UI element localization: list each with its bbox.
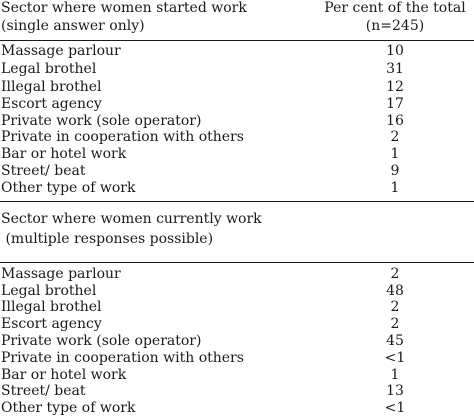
row-value: <1: [384, 400, 406, 416]
row-value: 31: [386, 61, 404, 77]
row-value: 2: [390, 299, 400, 315]
row-value: 9: [390, 163, 400, 179]
row-label: Private work (sole operator): [1, 113, 202, 129]
table-row: Other type of work 1: [0, 179, 474, 197]
table-row: Private in cooperation with others <1: [0, 349, 474, 367]
table-row: Escort agency 2: [0, 315, 474, 333]
current-header-line2: (multiple responses possible): [1, 231, 214, 247]
row-value: 17: [386, 96, 404, 112]
row-label: Street/ beat: [1, 163, 86, 179]
row-value: 48: [386, 283, 404, 299]
row-label: Massage parlour: [1, 43, 121, 59]
row-value: 13: [386, 383, 404, 399]
table-row: Private work (sole operator) 16: [0, 112, 474, 130]
table-row: Street/ beat 9: [0, 162, 474, 180]
table-row: Legal brothel 48: [0, 282, 474, 300]
table-row: Massage parlour 2: [0, 265, 474, 283]
table-row: Illegal brothel 12: [0, 78, 474, 96]
row-value: 2: [390, 316, 400, 332]
table-row: Legal brothel 31: [0, 60, 474, 78]
row-value: 1: [390, 367, 400, 383]
table-row: Bar or hotel work 1: [0, 145, 474, 163]
row-label: Private in cooperation with others: [1, 350, 244, 366]
row-value: <1: [384, 350, 406, 366]
table-row: Private in cooperation with others 2: [0, 128, 474, 146]
row-label: Private work (sole operator): [1, 333, 202, 349]
current-header-rule: [0, 262, 474, 263]
percent-header-line1: Per cent of the total: [324, 0, 466, 16]
table-row: Other type of work <1: [0, 399, 474, 417]
row-label: Private in cooperation with others: [1, 129, 244, 145]
row-label: Other type of work: [1, 180, 136, 196]
row-value: 1: [390, 146, 400, 162]
section-rule: [0, 201, 474, 202]
sector-header-line1: Sector where women started work: [1, 0, 247, 16]
row-label: Other type of work: [1, 400, 136, 416]
row-label: Bar or hotel work: [1, 146, 127, 162]
row-value: 12: [386, 79, 404, 95]
row-label: Escort agency: [1, 96, 102, 112]
table-row: Illegal brothel 2: [0, 298, 474, 316]
row-label: Massage parlour: [1, 266, 121, 282]
row-value: 2: [390, 266, 400, 282]
percent-header-line2: (n=245): [365, 18, 425, 34]
table-row: Bar or hotel work 1: [0, 366, 474, 384]
current-header-line1: Sector where women currently work: [1, 211, 262, 227]
row-label: Illegal brothel: [1, 79, 102, 95]
row-value: 10: [386, 43, 404, 59]
row-label: Escort agency: [1, 316, 102, 332]
row-label: Street/ beat: [1, 383, 86, 399]
table-row: Street/ beat 13: [0, 382, 474, 400]
row-value: 16: [386, 113, 404, 129]
sector-header-line2: (single answer only): [1, 18, 145, 34]
row-value: 45: [386, 333, 404, 349]
row-value: 1: [390, 180, 400, 196]
row-label: Bar or hotel work: [1, 367, 127, 383]
row-value: 2: [390, 129, 400, 145]
table-row: Escort agency 17: [0, 95, 474, 113]
table-row: Private work (sole operator) 45: [0, 332, 474, 350]
table-row: Massage parlour 10: [0, 42, 474, 60]
row-label: Legal brothel: [1, 61, 97, 77]
row-label: Legal brothel: [1, 283, 97, 299]
row-label: Illegal brothel: [1, 299, 102, 315]
header-rule: [0, 40, 474, 41]
